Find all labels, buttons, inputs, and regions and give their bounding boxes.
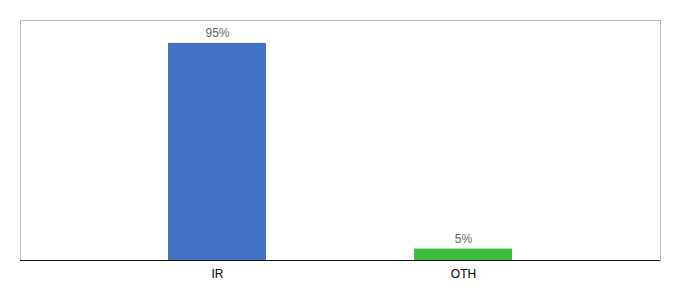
svg-text:5%: 5% (455, 232, 473, 246)
svg-text:IR: IR (212, 267, 224, 281)
svg-text:95%: 95% (205, 26, 229, 40)
svg-text:OTH: OTH (451, 267, 476, 281)
